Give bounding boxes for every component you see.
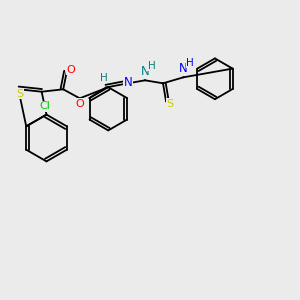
Text: N: N	[178, 62, 187, 75]
Text: H: H	[100, 73, 107, 83]
Text: N: N	[141, 65, 150, 78]
Text: S: S	[16, 89, 23, 99]
Text: H: H	[148, 61, 155, 71]
Text: O: O	[75, 99, 84, 109]
Text: Cl: Cl	[40, 101, 50, 111]
Text: N: N	[124, 76, 133, 89]
Text: H: H	[186, 58, 194, 68]
Text: S: S	[166, 99, 173, 109]
Text: O: O	[66, 65, 75, 75]
